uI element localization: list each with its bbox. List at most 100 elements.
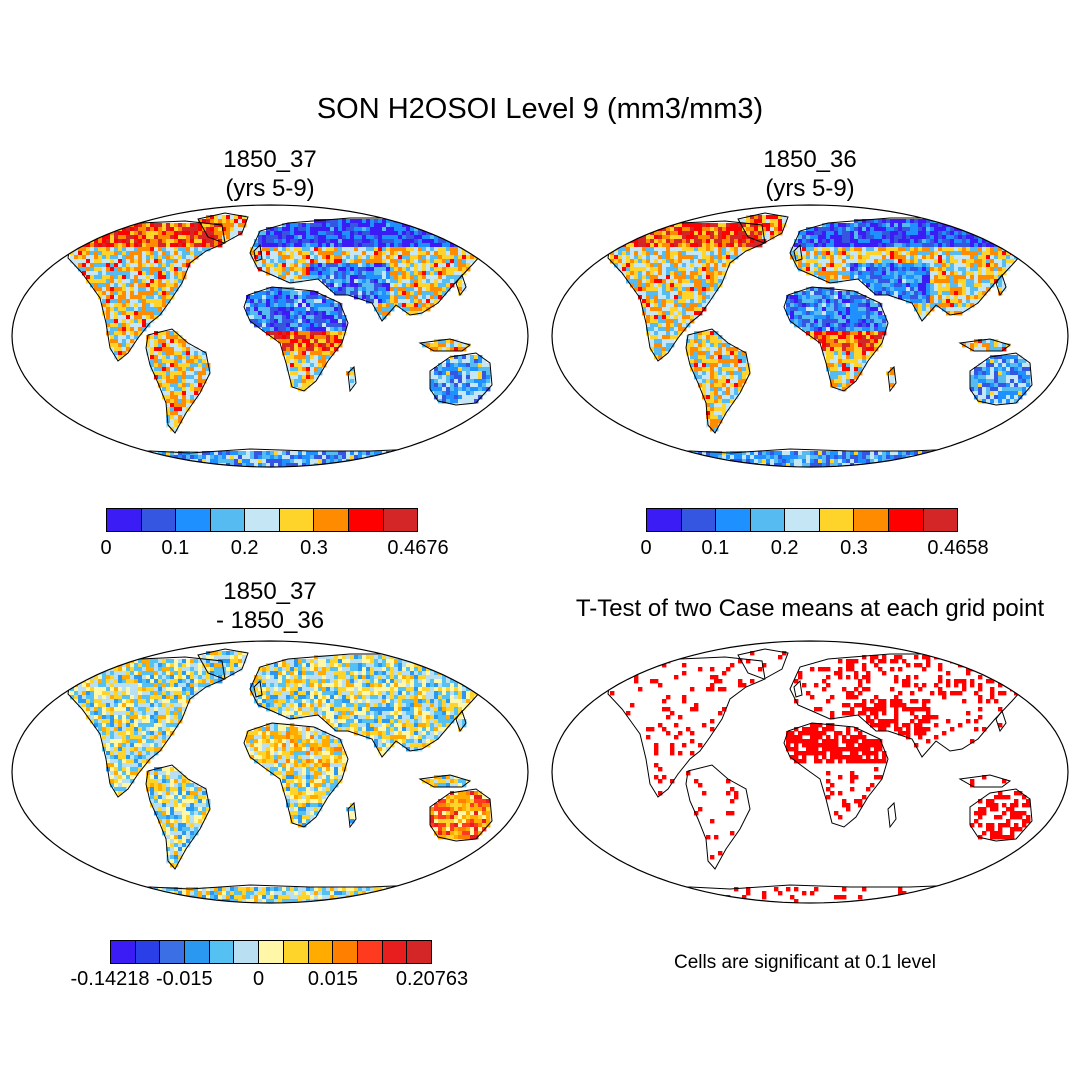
colorbar-swatch (210, 509, 246, 531)
colorbar-swatch (135, 941, 161, 963)
map-frame (11, 640, 529, 904)
case2-title-line2: (yrs 5-9) (765, 175, 855, 202)
colorbar-tick-label: 0.4676 (387, 537, 449, 559)
colorbar-swatch (681, 509, 717, 531)
coastline-samerica (685, 328, 751, 434)
coastline-nz (1035, 833, 1045, 854)
coastline-japan (455, 709, 467, 733)
coastline-namerica (67, 220, 226, 362)
colorbar-swatch (314, 509, 349, 531)
coastline-samerica (145, 328, 211, 434)
colorbar-swatch (333, 941, 358, 963)
case1-colorbar (106, 508, 418, 532)
coastline-australia (429, 788, 493, 842)
case2-colorbar-ticks: 0 0.1 0.2 0.3 0.4658 (640, 537, 988, 561)
coastline-indonesia (418, 338, 472, 352)
colorbar-swatch (383, 509, 418, 531)
colorbar-swatch (107, 509, 142, 531)
diff-colorbar (110, 940, 432, 964)
case1-colorbar-ticks: 0 0.1 0.2 0.3 0.4676 (100, 537, 448, 561)
colorbar-swatch (279, 509, 315, 531)
coastline-greenland (197, 212, 249, 244)
colorbar-tick-label: 0.1 (161, 537, 190, 559)
colorbar-swatch (308, 941, 334, 963)
coastline-greenland (737, 648, 789, 680)
coastline-uk (253, 679, 263, 698)
colorbar-swatch (716, 509, 751, 531)
colorbar-tick-label: 0.2 (770, 537, 799, 559)
coastline-greenland (197, 648, 249, 680)
colorbar-swatch (245, 509, 280, 531)
case1-map (11, 204, 529, 468)
case1-title: 1850_37 (yrs 5-9) (120, 145, 420, 203)
case1-title-line1: 1850_37 (223, 146, 317, 173)
colorbar-swatch (357, 941, 383, 963)
case2-title-line1: 1850_36 (763, 146, 857, 173)
coastline-japan (455, 273, 467, 297)
coastline-australia (429, 352, 493, 406)
ttest-title: T-Test of two Case means at each grid po… (575, 595, 1045, 622)
coastline-greenland (737, 212, 789, 244)
case2-map (551, 204, 1069, 468)
colorbar-swatch (647, 509, 682, 531)
figure-title: SON H2OSOI Level 9 (mm3/mm3) (316, 93, 764, 125)
map-field (607, 648, 1045, 903)
colorbar-swatch (283, 941, 309, 963)
colorbar-tick-label: 0.3 (300, 537, 328, 559)
colorbar-swatch (348, 509, 384, 531)
coastline-namerica (607, 656, 766, 798)
ttest-map (551, 640, 1069, 904)
coastline-namerica (607, 220, 766, 362)
colorbar-tick-label: 0 (640, 537, 652, 559)
colorbar-swatch (111, 941, 136, 963)
coastline-indonesia (418, 774, 472, 788)
map-frame (551, 204, 1069, 468)
significance-note: Cells are significant at 0.1 level (674, 952, 936, 973)
coastline-africa (783, 722, 889, 828)
coastline-indonesia (958, 338, 1012, 352)
coastline-nz (1035, 397, 1045, 418)
coastline-samerica (685, 764, 751, 870)
colorbar-swatch (923, 509, 958, 531)
coastline-madagascar (887, 801, 897, 829)
colorbar-swatch (185, 941, 210, 963)
coastline-madagascar (347, 801, 357, 829)
case1-title-line2: (yrs 5-9) (225, 175, 315, 202)
coastline-namerica (67, 656, 226, 798)
coastline-japan (995, 709, 1007, 733)
diff-colorbar-ticks: -0.14218 -0.015 0 0.015 0.20763 (71, 968, 469, 992)
diff-title-line1: 1850_37 (223, 578, 317, 605)
map-field (67, 212, 505, 467)
colorbar-swatch (750, 509, 786, 531)
coastline-indonesia (958, 774, 1012, 788)
coastline-australia (969, 352, 1033, 406)
coastline-japan (995, 273, 1007, 297)
coastline-australia (969, 788, 1033, 842)
colorbar-tick-label: 0.015 (307, 968, 358, 990)
coastline-nz (495, 833, 505, 854)
colorbar-tick-label: 0 (253, 968, 265, 990)
colorbar-swatch (160, 941, 186, 963)
coastline-uk (253, 243, 263, 262)
colorbar-swatch (209, 941, 235, 963)
colorbar-swatch (259, 941, 284, 963)
case2-colorbar (646, 508, 958, 532)
map-field (607, 212, 1045, 467)
colorbar-swatch (407, 941, 431, 963)
coastline-madagascar (347, 365, 357, 393)
colorbar-tick-label: -0.015 (155, 968, 213, 990)
colorbar-tick-label: 0.2 (230, 537, 259, 559)
diff-title-line2: - 1850_36 (215, 607, 325, 634)
diff-title: 1850_37 - 1850_36 (120, 577, 420, 635)
colorbar-swatch (382, 941, 408, 963)
colorbar-tick-label: -0.14218 (70, 968, 150, 990)
case2-title: 1850_36 (yrs 5-9) (660, 145, 960, 203)
diff-map (11, 640, 529, 904)
colorbar-tick-label: 0.4658 (927, 537, 989, 559)
map-frame (11, 204, 529, 468)
coastline-madagascar (887, 365, 897, 393)
coastline-uk (793, 243, 803, 262)
map-field (67, 648, 505, 903)
map-frame (551, 640, 1069, 904)
colorbar-tick-label: 0.20763 (395, 968, 469, 990)
